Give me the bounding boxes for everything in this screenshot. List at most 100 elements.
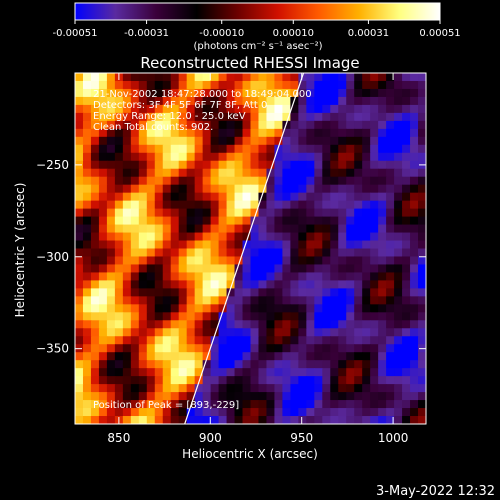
- heatmap-cell: [178, 152, 188, 162]
- heatmap-cell: [282, 176, 291, 186]
- heatmap-cell: [330, 304, 339, 313]
- heatmap-cell: [266, 344, 276, 353]
- heatmap-cell: [402, 240, 411, 250]
- heatmap-cell: [322, 368, 331, 377]
- heatmap-cell: [114, 104, 124, 114]
- heatmap-cell: [306, 384, 315, 393]
- heatmap-cell: [370, 272, 379, 282]
- heatmap-cell: [162, 73, 172, 82]
- heatmap-cell: [322, 400, 331, 409]
- heatmap-cell: [114, 256, 124, 266]
- heatmap-cell: [82, 352, 92, 361]
- x-tick-label: 950: [290, 431, 313, 445]
- heatmap-cell: [322, 408, 331, 417]
- heatmap-cell: [250, 73, 260, 82]
- heatmap-cell: [370, 152, 379, 162]
- heatmap-cell: [394, 224, 403, 234]
- heatmap-cell: [210, 216, 220, 226]
- heatmap-cell: [202, 224, 212, 234]
- heatmap-cell: [138, 240, 148, 250]
- heatmap-cell: [114, 176, 124, 186]
- heatmap-cell: [394, 88, 403, 98]
- heatmap-cell: [162, 392, 172, 401]
- heatmap-cell: [250, 112, 260, 122]
- heatmap-cell: [146, 344, 156, 353]
- heatmap-cell: [306, 184, 315, 194]
- heatmap-cell: [194, 408, 204, 417]
- heatmap-cell: [130, 152, 140, 162]
- heatmap-cell: [330, 376, 339, 385]
- heatmap-cell: [186, 304, 196, 313]
- heatmap-cell: [234, 288, 244, 297]
- heatmap-cell: [410, 168, 419, 178]
- heatmap-cell: [154, 296, 164, 305]
- heatmap-cell: [194, 216, 204, 226]
- heatmap-cell: [202, 120, 212, 130]
- heatmap-cell: [226, 176, 236, 186]
- heatmap-cell: [98, 96, 108, 106]
- heatmap-cell: [98, 192, 108, 202]
- heatmap-cell: [410, 112, 419, 122]
- heatmap-cell: [346, 240, 355, 250]
- heatmap-cell: [314, 73, 323, 82]
- colorbar-tick-label: 0.00031: [348, 28, 389, 39]
- heatmap-cell: [274, 304, 284, 313]
- heatmap-cell: [162, 240, 172, 250]
- heatmap-cell: [290, 73, 299, 82]
- heatmap-cell: [314, 128, 323, 138]
- heatmap-cell: [266, 160, 276, 170]
- heatmap-cell: [418, 224, 426, 234]
- heatmap-cell: [298, 200, 307, 210]
- heatmap-cell: [338, 344, 347, 353]
- heatmap-cell: [146, 304, 156, 313]
- heatmap-cell: [362, 408, 371, 417]
- heatmap-cell: [274, 160, 284, 170]
- heatmap-cell: [290, 368, 299, 377]
- heatmap-cell: [226, 408, 236, 417]
- heatmap-cell: [242, 208, 252, 218]
- heatmap-cell: [82, 416, 92, 424]
- heatmap-cell: [290, 104, 299, 114]
- heatmap-cell: [306, 288, 315, 297]
- heatmap-cell: [354, 224, 363, 234]
- heatmap-cell: [114, 144, 124, 154]
- heatmap-cell: [122, 360, 132, 369]
- heatmap-cell: [314, 80, 323, 90]
- colorbar-tick-label: -0.00010: [199, 28, 244, 39]
- heatmap-cell: [162, 104, 172, 114]
- heatmap-cell: [242, 344, 252, 353]
- heatmap-cell: [90, 232, 100, 242]
- heatmap-cell: [346, 368, 355, 377]
- heatmap-cell: [162, 112, 172, 122]
- heatmap-cell: [250, 240, 260, 250]
- heatmap-cell: [130, 288, 140, 297]
- heatmap-cell: [402, 368, 411, 377]
- heatmap-cell: [210, 296, 220, 305]
- heatmap-cell: [266, 176, 276, 186]
- heatmap-cell: [338, 224, 347, 234]
- heatmap-cell: [186, 96, 196, 106]
- heatmap-cell: [386, 192, 395, 202]
- heatmap-cell: [226, 384, 236, 393]
- heatmap-cell: [82, 280, 92, 289]
- heatmap-cell: [186, 224, 196, 234]
- heatmap-cell: [186, 144, 196, 154]
- heatmap-cell: [210, 328, 220, 337]
- heatmap-cell: [410, 224, 419, 234]
- heatmap-cell: [386, 240, 395, 250]
- heatmap-cell: [130, 88, 140, 98]
- heatmap-cell: [418, 176, 426, 186]
- heatmap-cell: [186, 168, 196, 178]
- heatmap-cell: [178, 408, 188, 417]
- heatmap-cell: [146, 168, 156, 178]
- heatmap-cell: [170, 248, 180, 258]
- heatmap-cell: [306, 160, 315, 170]
- heatmap-cell: [242, 80, 252, 90]
- heatmap-cell: [146, 264, 156, 274]
- heatmap-cell: [298, 136, 307, 146]
- heatmap-cell: [338, 200, 347, 210]
- heatmap-cell: [306, 104, 315, 114]
- heatmap-cell: [202, 168, 212, 178]
- heatmap-cell: [290, 216, 299, 226]
- heatmap-cell: [250, 144, 260, 154]
